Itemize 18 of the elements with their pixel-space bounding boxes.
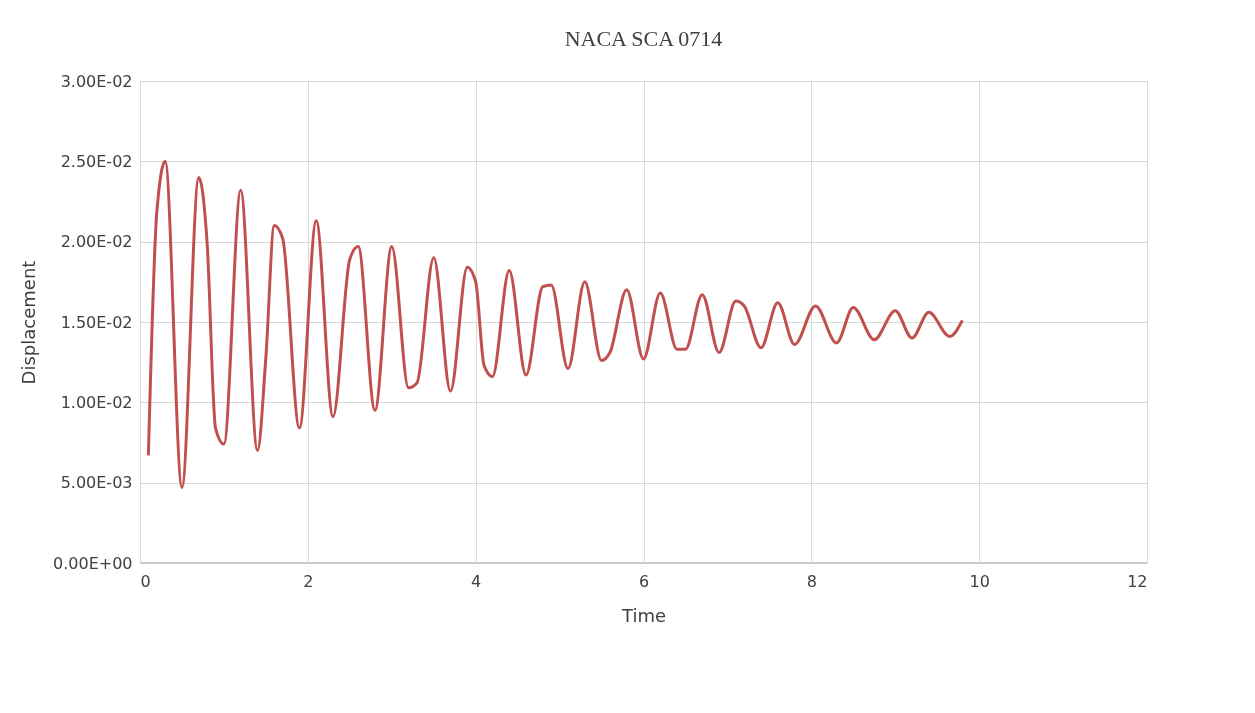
- y-tick-label: 1.50E-02: [60, 312, 133, 332]
- y-tick-label: 5.00E-03: [60, 473, 133, 493]
- x-axis-title: Time: [620, 604, 667, 626]
- x-tick-label: 8: [806, 571, 817, 591]
- line-series: [146, 159, 964, 489]
- x-tick-label: 6: [638, 571, 650, 591]
- x-tick-label: 0: [140, 571, 151, 591]
- x-tick-label: 4: [471, 571, 482, 591]
- y-tick-label: 2.00E-02: [60, 232, 133, 252]
- y-tick-label: 1.00E-02: [60, 392, 133, 412]
- x-tick-label: 2: [303, 571, 314, 591]
- y-tick-label: 3.00E-02: [60, 71, 133, 91]
- y-tick-label: 0.00E+00: [53, 553, 133, 573]
- x-tick-label: 10: [969, 571, 990, 591]
- x-tick-label: 12: [1127, 571, 1148, 591]
- y-axis-title: Displacement: [18, 260, 39, 385]
- y-tick-label: 2.50E-02: [60, 151, 133, 171]
- chart-title: NACA SCA 0714: [564, 26, 723, 51]
